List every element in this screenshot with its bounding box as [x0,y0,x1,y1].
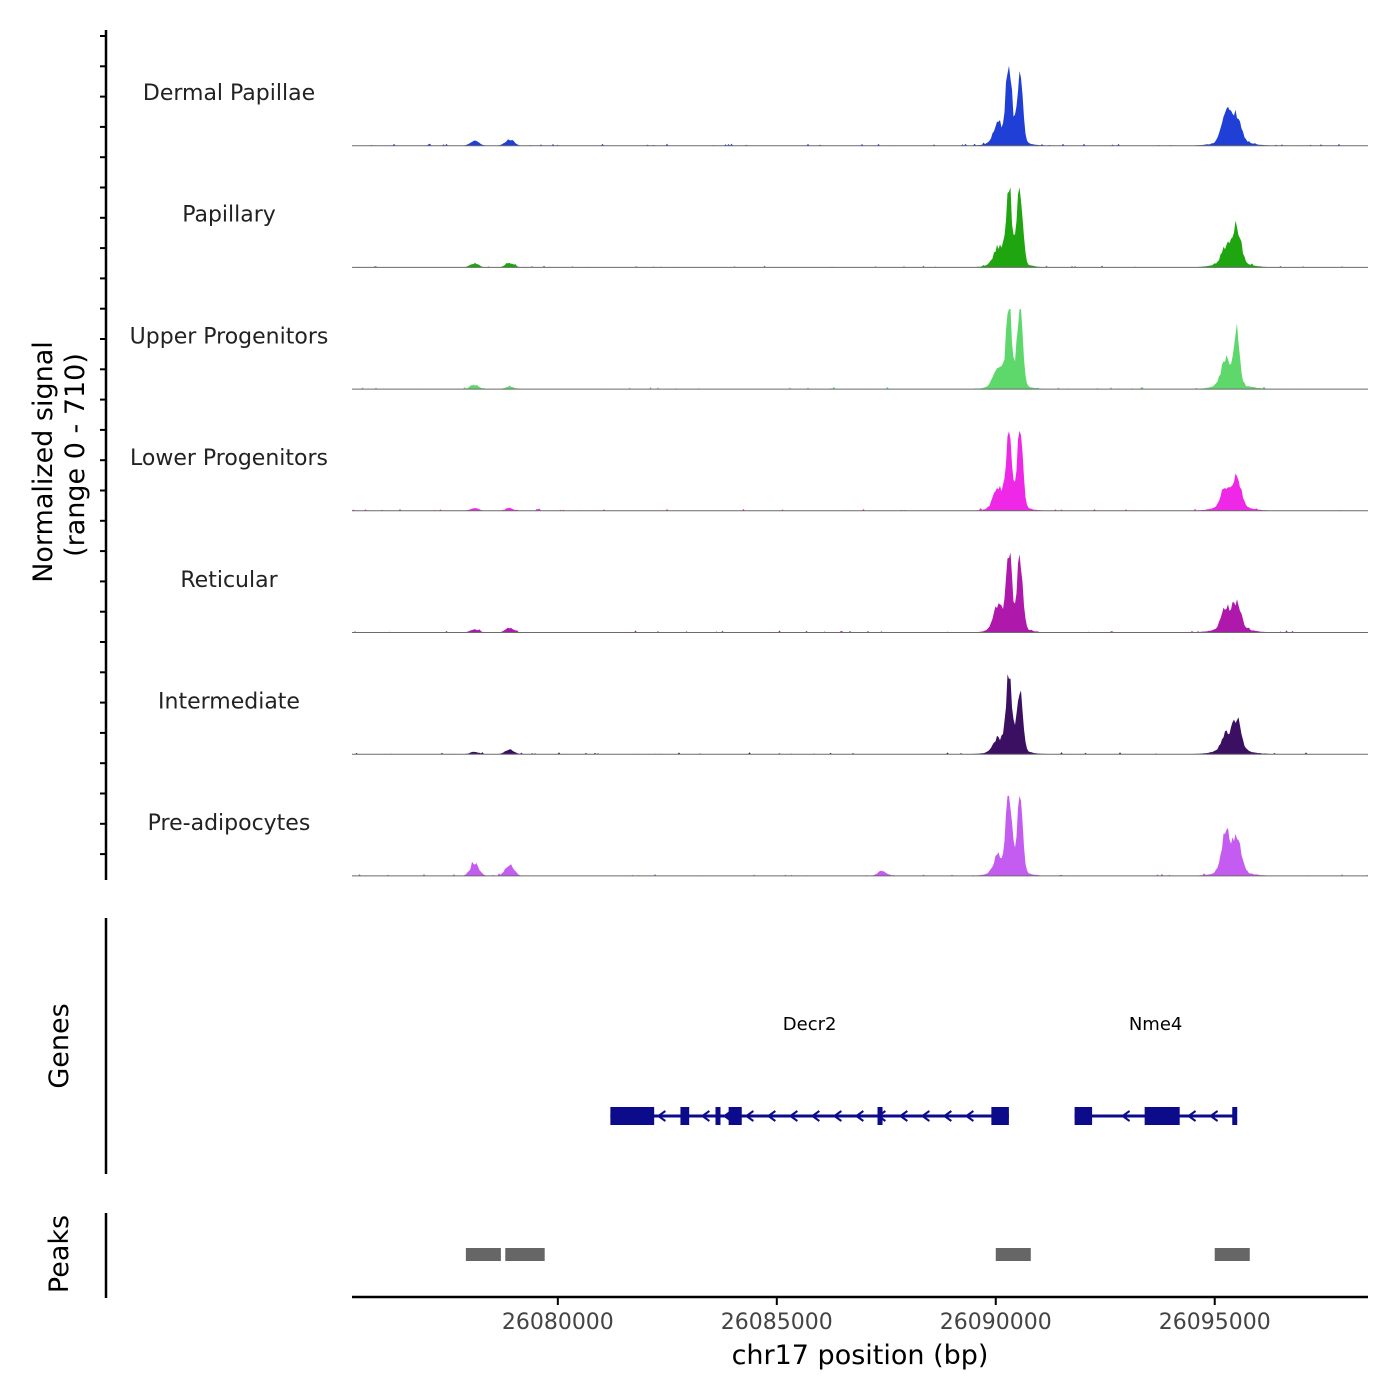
track-label: Dermal Papillae [143,81,315,106]
y-axis-label: Normalized signal [28,341,59,583]
gene-exon [680,1107,690,1125]
strand-arrow [920,1110,930,1122]
x-tick-label: 26095000 [1159,1310,1271,1335]
signal-area [352,187,1368,268]
signal-area [352,65,1368,146]
peaks-panel [104,1213,1250,1298]
peak-region [505,1248,545,1261]
strand-arrow [1208,1110,1219,1122]
strand-arrow [1186,1110,1197,1122]
y-axis-range-label: (range 0 - 710) [60,353,91,557]
strand-arrow [832,1110,842,1122]
gene-exon [991,1107,1009,1125]
strand-arrow [810,1110,820,1122]
gene-exon [877,1107,883,1125]
strand-arrow [942,1110,952,1122]
signal-area [352,795,1368,876]
track-label: Reticular [180,568,278,593]
track-label: Intermediate [158,690,300,715]
genes-track-label: Genes [44,1003,75,1088]
strand-arrow [788,1110,798,1122]
signal-track: Papillary [182,187,1368,268]
x-axis-title: chr17 position (bp) [732,1340,989,1371]
genes-panel: Decr2 Nme4 [104,918,1238,1174]
signal-track: Reticular [180,552,1368,633]
strand-arrow [898,1110,908,1122]
signal-area [352,674,1368,755]
peaks-track-label: Peaks [44,1215,75,1293]
peak-region [465,1248,501,1261]
gene-exon [610,1107,655,1125]
gene-exon [728,1107,742,1125]
signal-track: Pre-adipocytes [148,795,1368,877]
gene-label: Nme4 [1129,1014,1183,1035]
gene-exon [715,1107,721,1125]
peak-region [1214,1248,1250,1261]
track-label: Lower Progenitors [130,446,328,471]
track-label: Papillary [182,203,276,228]
gene-exon [1144,1107,1180,1125]
strand-arrow [700,1110,710,1122]
signal-area [352,552,1368,633]
signal-track: Dermal Papillae [143,65,1368,147]
x-tick-label: 26090000 [940,1310,1052,1335]
x-axis: 26080000 26085000 26090000 26095000 [352,1295,1368,1335]
signal-track: Intermediate [158,674,1368,755]
signal-track: Upper Progenitors [130,309,1368,390]
gene-exon [1232,1107,1238,1125]
signal-area [352,430,1368,511]
peak-region [995,1248,1031,1261]
strand-arrow [744,1110,754,1122]
gene: Decr2 [610,1014,1009,1125]
x-tick-label: 26080000 [502,1310,614,1335]
strand-arrow [854,1110,864,1122]
track-label: Upper Progenitors [130,324,329,349]
x-tick-label: 26085000 [721,1310,833,1335]
gene-exon [1074,1107,1093,1125]
gene: Nme4 [1074,1014,1238,1125]
strand-arrow [964,1110,974,1122]
signal-area [352,309,1368,390]
strand-arrow [766,1110,776,1122]
strand-arrow [1120,1110,1131,1122]
signal-panel: Dermal Papillae Papillary Upper Progenitor… [100,30,1368,880]
gene-label: Decr2 [783,1014,837,1035]
strand-arrow [656,1110,666,1122]
track-label: Pre-adipocytes [148,811,311,836]
signal-track: Lower Progenitors [130,430,1368,512]
